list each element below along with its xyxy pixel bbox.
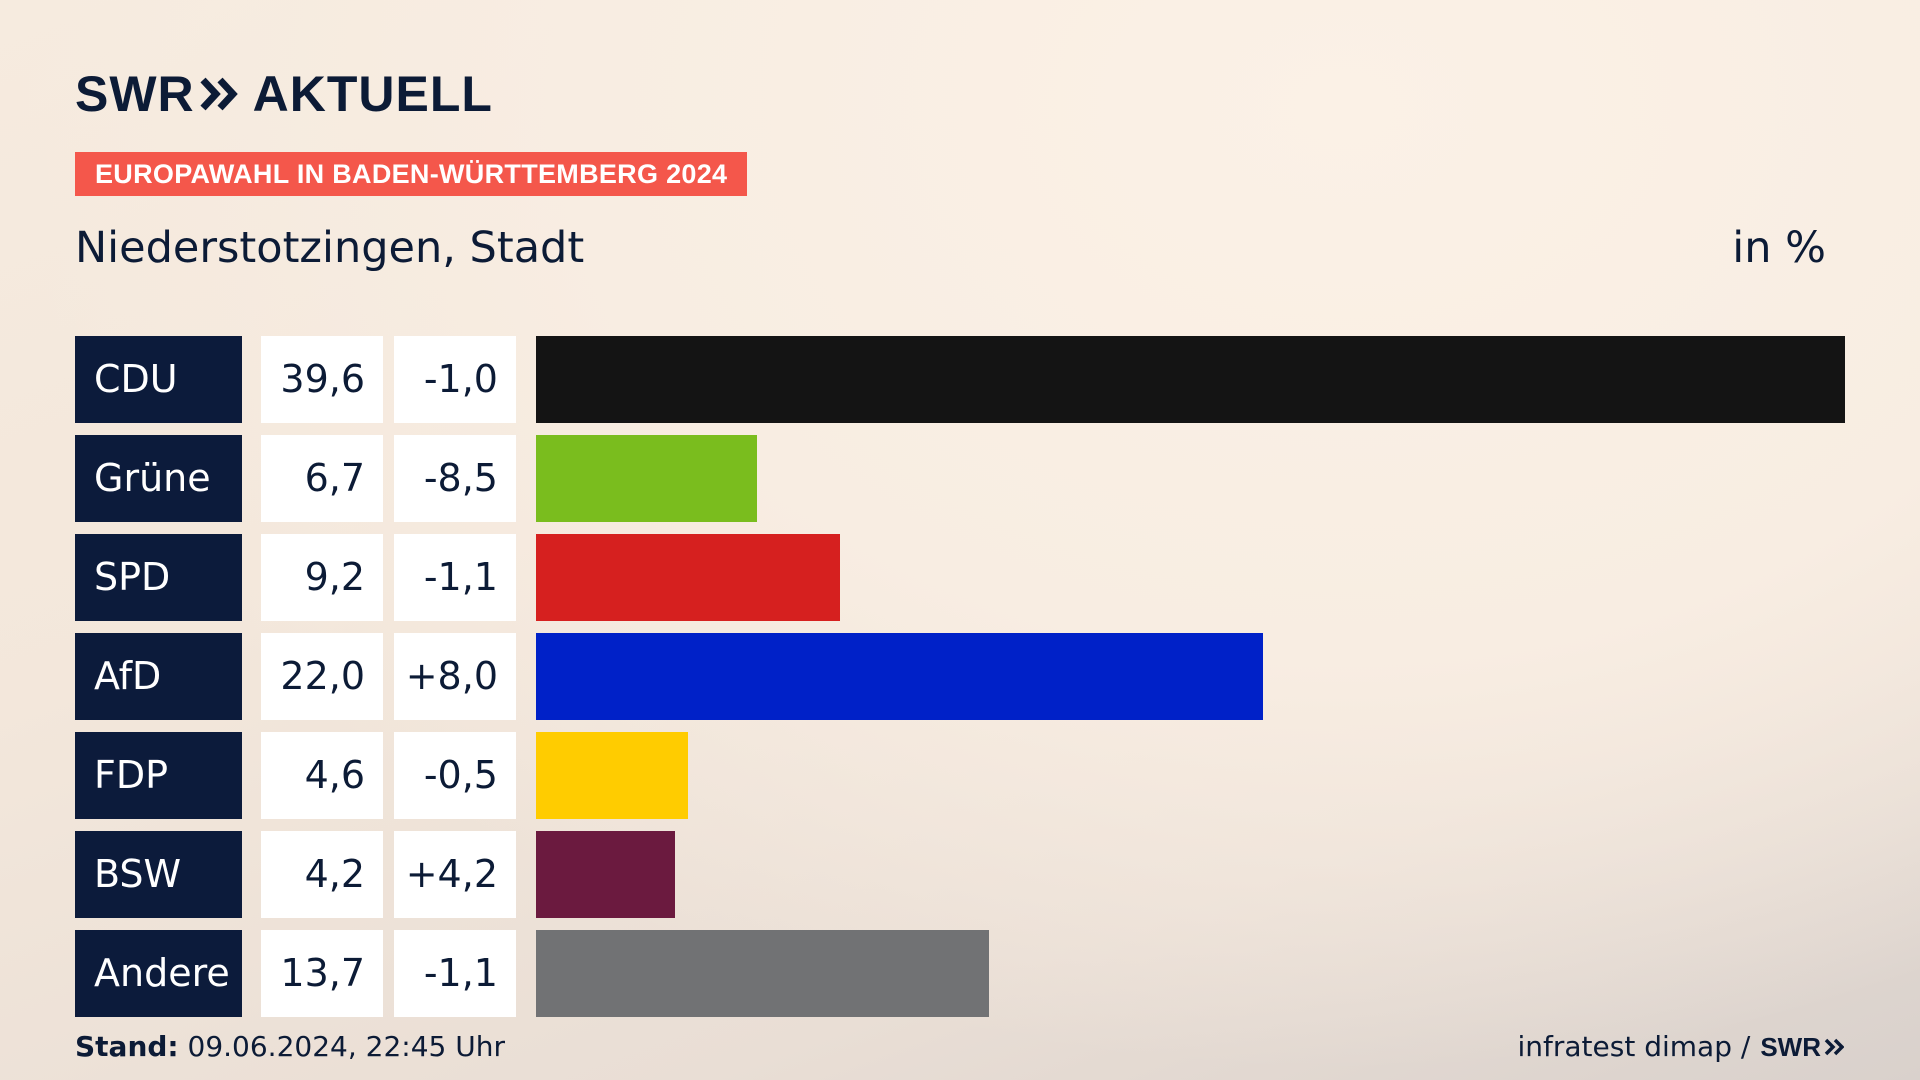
results-chart: CDU 39,6 -1,0 Grüne 6,7 -8,5 SPD 9,2 -1,1 AfD 22,0… (75, 336, 1845, 1029)
vote-change-value: +4,2 (394, 831, 516, 918)
result-row-cdu: CDU 39,6 -1,0 (75, 336, 1845, 423)
unit-label: in % (1732, 223, 1826, 273)
bar-andere (536, 930, 989, 1017)
swr-small-logo: SWR (1760, 1030, 1844, 1064)
bar-cdu (536, 336, 1845, 423)
election-banner: EUROPAWAHL IN BADEN-WÜRTTEMBERG 2024 (75, 152, 748, 196)
vote-share-value: 39,6 (261, 336, 383, 423)
source-text: infratest dimap / (1517, 1030, 1751, 1063)
result-row-afd: AfD 22,0 +8,0 (75, 633, 1845, 720)
stand-label: Stand: (75, 1030, 179, 1063)
result-row-spd: SPD 9,2 -1,1 (75, 534, 1845, 621)
result-row-fdp: FDP 4,6 -0,5 (75, 732, 1845, 819)
vote-share-value: 4,6 (261, 732, 383, 819)
vote-share-value: 13,7 (261, 930, 383, 1017)
party-label: SPD (75, 534, 242, 621)
vote-change-value: -0,5 (394, 732, 516, 819)
vote-change-value: -1,1 (394, 534, 516, 621)
vote-change-value: +8,0 (394, 633, 516, 720)
stand-value: 09.06.2024, 22:45 Uhr (178, 1030, 505, 1063)
vote-share-value: 9,2 (261, 534, 383, 621)
result-row-andere: Andere 13,7 -1,1 (75, 930, 1845, 1017)
vote-share-value: 22,0 (261, 633, 383, 720)
bar-grüne (536, 435, 757, 522)
result-row-bsw: BSW 4,2 +4,2 (75, 831, 1845, 918)
result-row-grüne: Grüne 6,7 -8,5 (75, 435, 1845, 522)
party-label: FDP (75, 732, 242, 819)
vote-share-value: 6,7 (261, 435, 383, 522)
source-credit: infratest dimap / SWR (1517, 1030, 1844, 1064)
swr-small-logo-text: SWR (1760, 1032, 1821, 1062)
vote-change-value: -1,1 (394, 930, 516, 1017)
bar-fdp (536, 732, 688, 819)
vote-change-value: -1,0 (394, 336, 516, 423)
timestamp: Stand: 09.06.2024, 22:45 Uhr (75, 1030, 505, 1064)
double-chevron-right-icon (200, 77, 238, 111)
bar-spd (536, 534, 840, 621)
party-label: CDU (75, 336, 242, 423)
vote-share-value: 4,2 (261, 831, 383, 918)
chart-subtitle: Niederstotzingen, Stadt (75, 223, 585, 273)
party-label: Grüne (75, 435, 242, 522)
logo-swr-text: SWR (75, 66, 195, 122)
party-label: AfD (75, 633, 242, 720)
double-chevron-right-icon-small (1824, 1038, 1844, 1056)
vote-change-value: -8,5 (394, 435, 516, 522)
bar-afd (536, 633, 1263, 720)
swr-aktuell-logo: SWR AKTUELL (75, 64, 493, 124)
party-label: BSW (75, 831, 242, 918)
party-label: Andere (75, 930, 242, 1017)
bar-bsw (536, 831, 675, 918)
logo-aktuell-text: AKTUELL (252, 66, 493, 122)
